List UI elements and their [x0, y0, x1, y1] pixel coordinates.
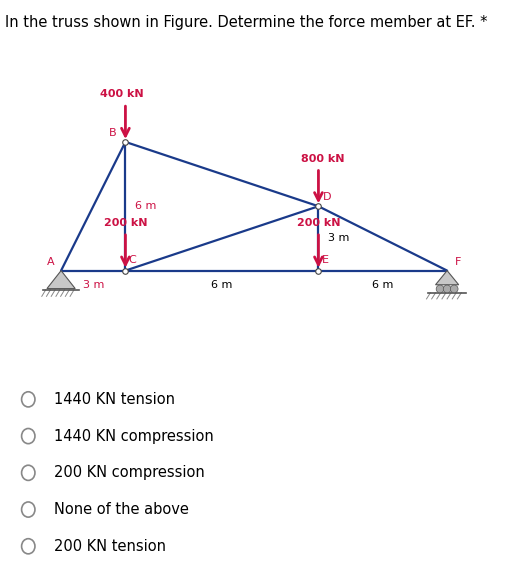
Text: In the truss shown in Figure. Determine the force member at EF. *: In the truss shown in Figure. Determine … [5, 15, 488, 30]
Text: D: D [323, 192, 332, 202]
Text: 200 kN: 200 kN [297, 218, 340, 228]
Text: 3 m: 3 m [328, 233, 350, 244]
Text: E: E [322, 255, 328, 265]
Circle shape [450, 285, 458, 293]
Text: 200 KN tension: 200 KN tension [54, 539, 166, 554]
Text: C: C [128, 255, 136, 265]
Text: 6 m: 6 m [211, 280, 233, 290]
Text: F: F [455, 257, 461, 268]
Text: 3 m: 3 m [83, 280, 104, 290]
Circle shape [436, 285, 444, 293]
Text: 1440 KN tension: 1440 KN tension [54, 392, 175, 407]
Text: None of the above: None of the above [54, 502, 189, 517]
Text: A: A [47, 257, 54, 268]
Text: B: B [109, 128, 116, 138]
Polygon shape [47, 271, 75, 289]
Polygon shape [435, 271, 458, 285]
Circle shape [443, 285, 451, 293]
Text: 6 m: 6 m [135, 201, 156, 211]
Text: 200 KN compression: 200 KN compression [54, 465, 205, 480]
Text: 6 m: 6 m [372, 280, 393, 290]
Text: 1440 KN compression: 1440 KN compression [54, 429, 214, 444]
Text: 800 kN: 800 kN [301, 154, 344, 164]
Text: 400 kN: 400 kN [100, 89, 144, 100]
Text: 200 kN: 200 kN [104, 218, 147, 228]
